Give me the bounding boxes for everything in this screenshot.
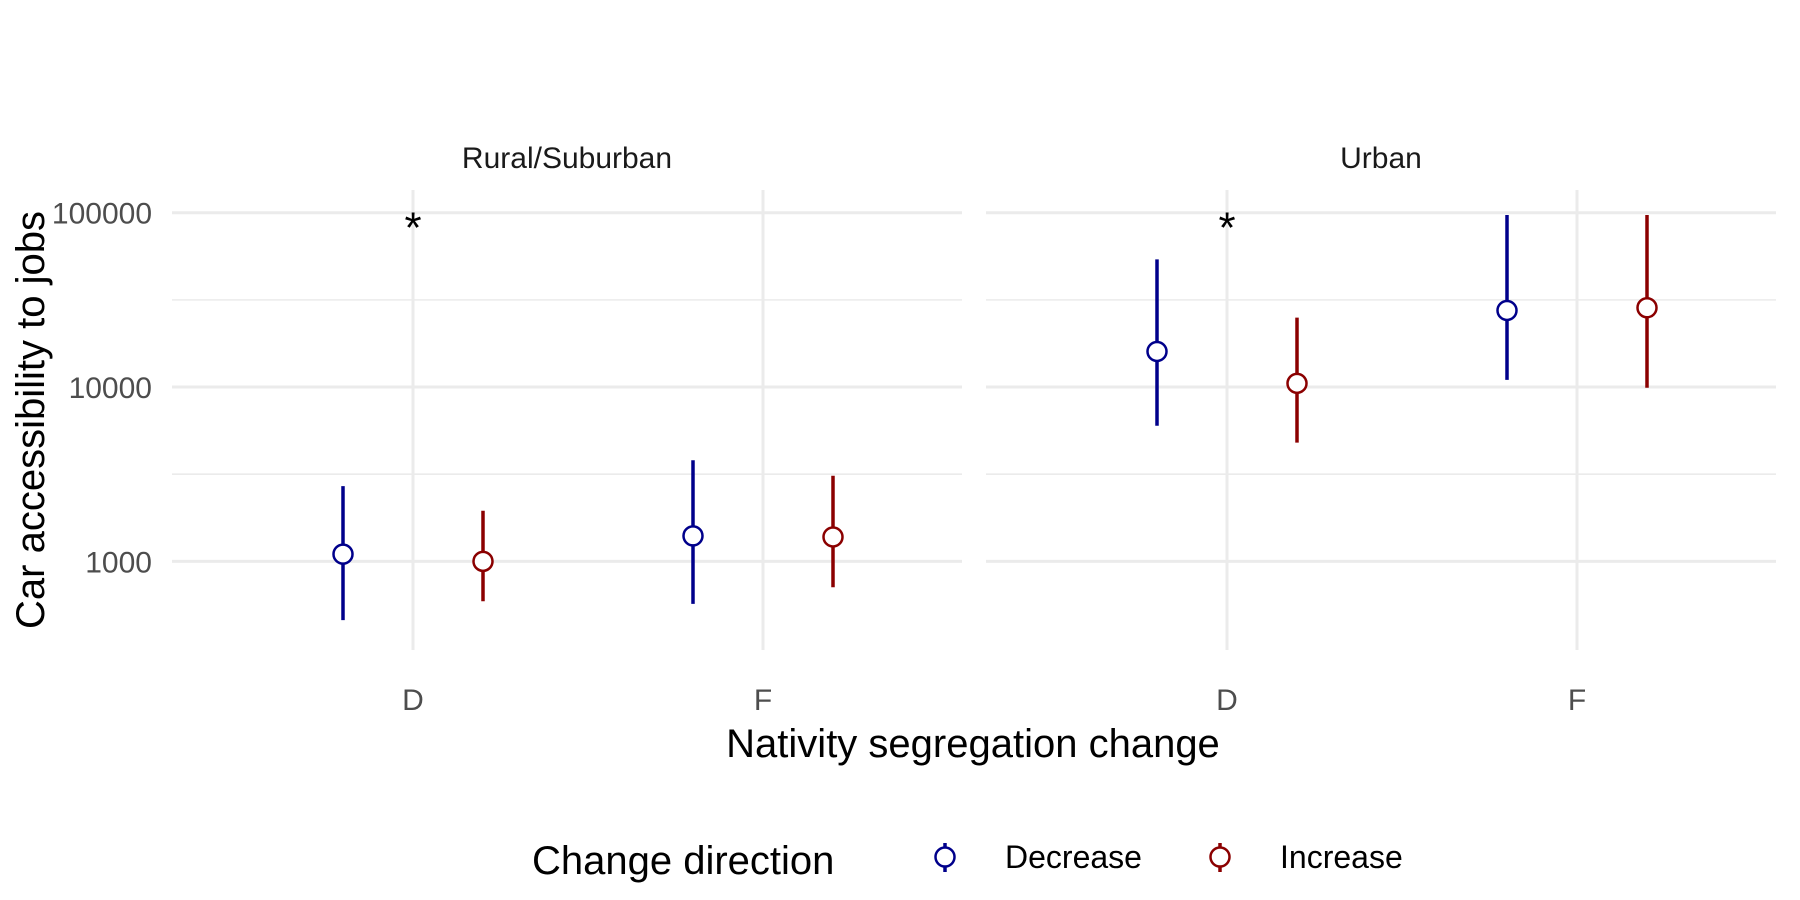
y-tick-label: 100000: [52, 198, 152, 231]
data-point: [1496, 299, 1518, 322]
significance-marker: *: [1218, 204, 1235, 253]
data-point: [682, 525, 704, 547]
facet-panel: Urban D F *: [986, 142, 1776, 717]
y-tick-label: 10000: [69, 372, 152, 405]
data-point: [1146, 340, 1168, 363]
x-tick-label: F: [1568, 684, 1586, 717]
legend-entry: Increase: [1209, 839, 1403, 875]
x-axis-title: Nativity segregation change: [726, 722, 1220, 766]
legend-key-point: [934, 846, 956, 868]
legend: Change direction Decrease Increase: [532, 839, 1403, 883]
facet-panels: Rural/Suburban D F 1000 10000 100000 * Urban D F *: [52, 142, 1776, 717]
x-tick-label: D: [1216, 684, 1238, 717]
x-tick-label: F: [754, 684, 772, 717]
legend-entry: Decrease: [934, 839, 1142, 875]
y-tick-label: 1000: [85, 546, 152, 579]
x-tick-label: D: [402, 684, 424, 717]
data-point: [1636, 296, 1658, 319]
data-point: [822, 526, 844, 548]
facet-strip-label: Urban: [1340, 142, 1422, 175]
legend-entries: Decrease Increase: [934, 839, 1403, 875]
data-point: [332, 543, 354, 565]
legend-label: Increase: [1280, 839, 1403, 875]
data-point: [1286, 372, 1308, 395]
significance-marker: *: [404, 204, 421, 253]
legend-title: Change direction: [532, 839, 834, 883]
data-point: [472, 550, 494, 573]
legend-key-point: [1209, 846, 1231, 868]
legend-label: Decrease: [1005, 839, 1142, 875]
facet-strip-label: Rural/Suburban: [462, 142, 672, 175]
facet-panel: Rural/Suburban D F 1000 10000 100000 *: [52, 142, 962, 717]
y-axis-title: Car accessibility to jobs: [9, 211, 53, 629]
